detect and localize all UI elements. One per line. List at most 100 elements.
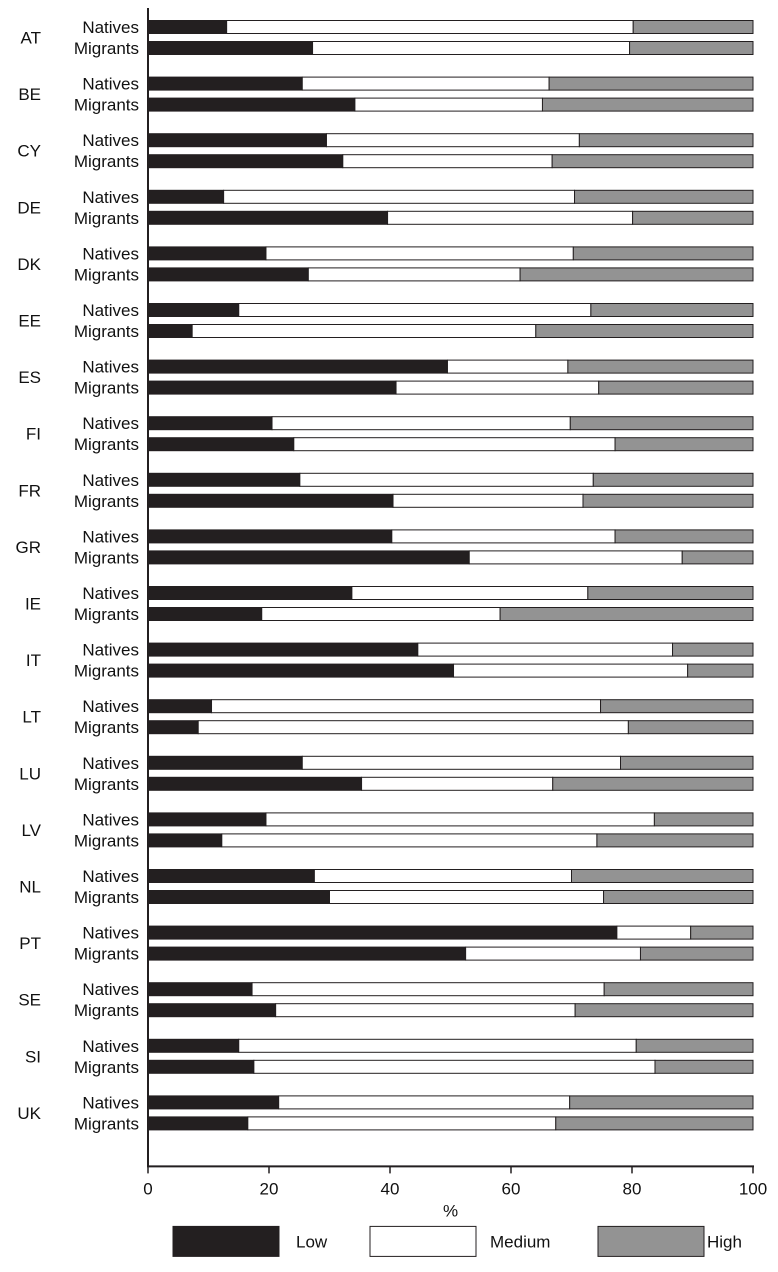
country-label-lv: LV xyxy=(21,821,41,840)
bar-be-migrants-high xyxy=(541,97,754,112)
bar-nl-migrants-high xyxy=(603,890,754,904)
country-label-nl: NL xyxy=(19,878,41,897)
legend-label-medium: Medium xyxy=(490,1232,550,1251)
row-label-lu-natives: Natives xyxy=(82,754,139,773)
bar-be-natives-low xyxy=(147,76,303,91)
bar-dk-migrants-medium xyxy=(307,267,521,282)
bar-nl-migrants-medium xyxy=(329,890,605,904)
bar-gr-natives-medium xyxy=(391,529,616,544)
bar-fr-natives-medium xyxy=(299,472,594,487)
row-label-pt-migrants: Migrants xyxy=(74,945,139,964)
bar-cy-natives-medium xyxy=(325,133,580,148)
row-label-dk-natives: Natives xyxy=(82,244,139,263)
bar-ee-natives-medium xyxy=(238,303,592,317)
row-label-es-natives: Natives xyxy=(82,358,139,377)
row-label-de-natives: Natives xyxy=(82,188,139,207)
bar-de-migrants-low xyxy=(147,210,389,225)
category-labels: AT Natives Migrants BE Natives Migrants CY Nati… xyxy=(16,18,140,1133)
bar-nl-natives-high xyxy=(571,869,754,883)
row-label-ee-migrants: Migrants xyxy=(74,322,139,341)
bar-gr-natives-low xyxy=(147,529,393,544)
bar-se-natives-high xyxy=(603,982,754,997)
bar-es-natives-high xyxy=(567,359,754,374)
bar-lt-migrants-medium xyxy=(197,720,629,735)
row-label-lv-migrants: Migrants xyxy=(74,831,139,850)
country-label-es: ES xyxy=(18,368,41,387)
bar-ie-natives-medium xyxy=(351,586,589,600)
row-label-cy-migrants: Migrants xyxy=(74,152,139,171)
bar-lv-migrants-medium xyxy=(221,833,598,848)
row-label-be-migrants: Migrants xyxy=(74,96,139,115)
country-label-se: SE xyxy=(18,991,41,1010)
row-label-lt-migrants: Migrants xyxy=(74,718,139,737)
bar-ee-natives-high xyxy=(590,303,754,317)
bar-fr-natives-high xyxy=(592,472,754,487)
row-label-fr-migrants: Migrants xyxy=(74,492,139,511)
bar-es-natives-low xyxy=(147,359,448,374)
row-label-fr-natives: Natives xyxy=(82,471,139,490)
bar-si-natives-low xyxy=(147,1038,240,1053)
country-label-fi: FI xyxy=(26,425,41,444)
bar-nl-natives-medium xyxy=(313,869,572,883)
bar-it-migrants-high xyxy=(687,663,754,678)
bar-fr-migrants-high xyxy=(582,493,754,508)
row-label-cy-natives: Natives xyxy=(82,131,139,150)
legend-swatch-low xyxy=(172,1225,280,1257)
bar-be-migrants-low xyxy=(147,97,356,112)
bar-ee-migrants-medium xyxy=(191,324,537,338)
country-label-it: IT xyxy=(26,651,41,670)
bar-cy-migrants-medium xyxy=(342,154,553,169)
bar-fr-natives-low xyxy=(147,472,301,487)
x-axis: 0 20 40 60 80 100% xyxy=(143,8,767,1220)
bar-lt-migrants-low xyxy=(147,720,199,735)
bar-se-migrants-high xyxy=(574,1003,754,1018)
x-axis-title: % xyxy=(443,1201,458,1220)
bar-at-natives-medium xyxy=(226,20,634,34)
bar-fi-migrants-low xyxy=(147,437,295,452)
x-tick-label-60: 60 xyxy=(502,1179,521,1198)
bar-de-migrants-high xyxy=(632,210,754,225)
bar-pt-natives-medium xyxy=(616,925,692,940)
bar-fr-migrants-low xyxy=(147,493,394,508)
bar-lv-migrants-low xyxy=(147,833,223,848)
bar-se-migrants-medium xyxy=(275,1003,576,1018)
bar-it-natives-medium xyxy=(417,642,674,657)
row-label-nl-natives: Natives xyxy=(82,867,139,886)
bar-cy-migrants-low xyxy=(147,154,344,169)
bar-ee-migrants-low xyxy=(147,324,193,338)
bar-it-migrants-low xyxy=(147,663,455,678)
bar-si-natives-high xyxy=(635,1038,754,1053)
bar-at-natives-low xyxy=(147,20,228,34)
bar-gr-migrants-medium xyxy=(468,550,683,565)
bar-fi-migrants-medium xyxy=(293,437,616,452)
row-label-at-migrants: Migrants xyxy=(74,39,139,58)
row-label-si-migrants: Migrants xyxy=(74,1058,139,1077)
bars-layer xyxy=(147,20,754,1131)
country-label-ie: IE xyxy=(25,595,41,614)
bar-fi-natives-high xyxy=(569,416,754,431)
bar-it-natives-high xyxy=(672,642,754,657)
row-label-fi-migrants: Migrants xyxy=(74,435,139,454)
country-label-be: BE xyxy=(18,85,41,104)
bar-fi-natives-low xyxy=(147,416,273,431)
bar-uk-migrants-high xyxy=(555,1116,754,1131)
bar-fi-natives-medium xyxy=(271,416,571,431)
bar-ie-natives-high xyxy=(587,586,754,600)
legend-label-high: High xyxy=(707,1232,742,1251)
bar-lt-natives-high xyxy=(600,699,754,714)
row-label-nl-migrants: Migrants xyxy=(74,888,139,907)
bar-cy-migrants-high xyxy=(551,154,754,169)
country-label-pt: PT xyxy=(19,934,41,953)
bar-si-migrants-high xyxy=(654,1059,754,1074)
bar-es-natives-medium xyxy=(446,359,569,374)
bar-pt-natives-low xyxy=(147,925,618,940)
x-tick-label-100: 100 xyxy=(739,1179,767,1198)
bar-lv-natives-high xyxy=(653,812,754,827)
legend-swatch-high xyxy=(597,1225,705,1257)
row-label-de-migrants: Migrants xyxy=(74,209,139,228)
bar-lu-natives-high xyxy=(620,755,754,770)
bar-uk-natives-low xyxy=(147,1095,280,1110)
bar-ie-migrants-high xyxy=(499,607,754,621)
country-label-lu: LU xyxy=(19,764,41,783)
bar-lt-natives-medium xyxy=(211,699,602,714)
